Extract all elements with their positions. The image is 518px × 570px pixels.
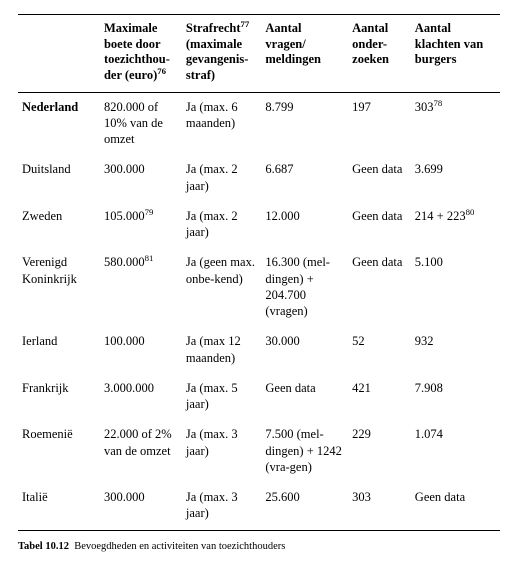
data-cell: 100.000 <box>100 327 182 374</box>
data-cell: Geen data <box>348 155 411 202</box>
data-cell: 22.000 of 2% van de omzet <box>100 420 182 483</box>
table-header-row: Maximale boete door toezichthou-der (eur… <box>18 15 500 93</box>
data-cell: 303 <box>348 483 411 530</box>
data-cell: 1.074 <box>411 420 500 483</box>
table-row: Nederland820.000 of 10% van de omzetJa (… <box>18 92 500 155</box>
data-cell: Ja (max. 3 jaar) <box>182 420 262 483</box>
country-cell: Frankrijk <box>18 374 100 421</box>
data-cell: 5.100 <box>411 248 500 327</box>
data-cell: 7.500 (mel-dingen) + 1242 (vra-gen) <box>261 420 348 483</box>
column-header <box>18 15 100 93</box>
data-cell: 3.699 <box>411 155 500 202</box>
data-cell: 932 <box>411 327 500 374</box>
data-cell: 12.000 <box>261 202 348 249</box>
table-row: Zweden105.00079Ja (max. 2 jaar)12.000Gee… <box>18 202 500 249</box>
data-table: Maximale boete door toezichthou-der (eur… <box>18 14 500 531</box>
data-cell: Ja (max 12 maanden) <box>182 327 262 374</box>
country-cell: Nederland <box>18 92 100 155</box>
data-cell: 214 + 22380 <box>411 202 500 249</box>
country-cell: Zweden <box>18 202 100 249</box>
caption-label: Tabel 10.12 <box>18 541 69 552</box>
table-row: Italië300.000Ja (max. 3 jaar)25.600303Ge… <box>18 483 500 530</box>
data-cell: 25.600 <box>261 483 348 530</box>
data-cell: 197 <box>348 92 411 155</box>
country-cell: Verenigd Koninkrijk <box>18 248 100 327</box>
table-row: Verenigd Koninkrijk580.00081Ja (geen max… <box>18 248 500 327</box>
table-caption: Tabel 10.12 Bevoegdheden en activiteiten… <box>18 531 500 552</box>
data-cell: 421 <box>348 374 411 421</box>
data-cell: 8.799 <box>261 92 348 155</box>
data-cell: Ja (max. 6 maanden) <box>182 92 262 155</box>
data-cell: 16.300 (mel-dingen) + 204.700 (vragen) <box>261 248 348 327</box>
data-cell: 300.000 <box>100 155 182 202</box>
data-cell: Ja (max. 3 jaar) <box>182 483 262 530</box>
table-row: Ierland100.000Ja (max 12 maanden)30.0005… <box>18 327 500 374</box>
country-cell: Duitsland <box>18 155 100 202</box>
data-cell: Geen data <box>348 248 411 327</box>
data-cell: Ja (max. 2 jaar) <box>182 202 262 249</box>
data-cell: Ja (max. 2 jaar) <box>182 155 262 202</box>
data-cell: 6.687 <box>261 155 348 202</box>
column-header: Aantal vragen/ meldingen <box>261 15 348 93</box>
data-cell: 30378 <box>411 92 500 155</box>
data-cell: 229 <box>348 420 411 483</box>
table-row: Roemenië22.000 of 2% van de omzetJa (max… <box>18 420 500 483</box>
table-row: Duitsland300.000Ja (max. 2 jaar)6.687Gee… <box>18 155 500 202</box>
data-cell: 105.00079 <box>100 202 182 249</box>
data-cell: 3.000.000 <box>100 374 182 421</box>
data-cell: 7.908 <box>411 374 500 421</box>
data-cell: Ja (max. 5 jaar) <box>182 374 262 421</box>
data-cell: Geen data <box>411 483 500 530</box>
caption-text: Bevoegdheden en activiteiten van toezich… <box>74 541 285 552</box>
data-cell: 300.000 <box>100 483 182 530</box>
data-cell: 30.000 <box>261 327 348 374</box>
country-cell: Roemenië <box>18 420 100 483</box>
data-cell: Geen data <box>348 202 411 249</box>
country-cell: Italië <box>18 483 100 530</box>
table-row: Frankrijk3.000.000Ja (max. 5 jaar)Geen d… <box>18 374 500 421</box>
column-header: Maximale boete door toezichthou-der (eur… <box>100 15 182 93</box>
table-page: Maximale boete door toezichthou-der (eur… <box>0 0 518 570</box>
data-cell: 820.000 of 10% van de omzet <box>100 92 182 155</box>
country-cell: Ierland <box>18 327 100 374</box>
column-header: Strafrecht77 (maximale gevangenis-straf) <box>182 15 262 93</box>
column-header: Aantal onder-zoeken <box>348 15 411 93</box>
data-cell: 52 <box>348 327 411 374</box>
data-cell: Geen data <box>261 374 348 421</box>
table-body: Nederland820.000 of 10% van de omzetJa (… <box>18 92 500 530</box>
data-cell: 580.00081 <box>100 248 182 327</box>
column-header: Aantal klachten van burgers <box>411 15 500 93</box>
data-cell: Ja (geen max. onbe-kend) <box>182 248 262 327</box>
